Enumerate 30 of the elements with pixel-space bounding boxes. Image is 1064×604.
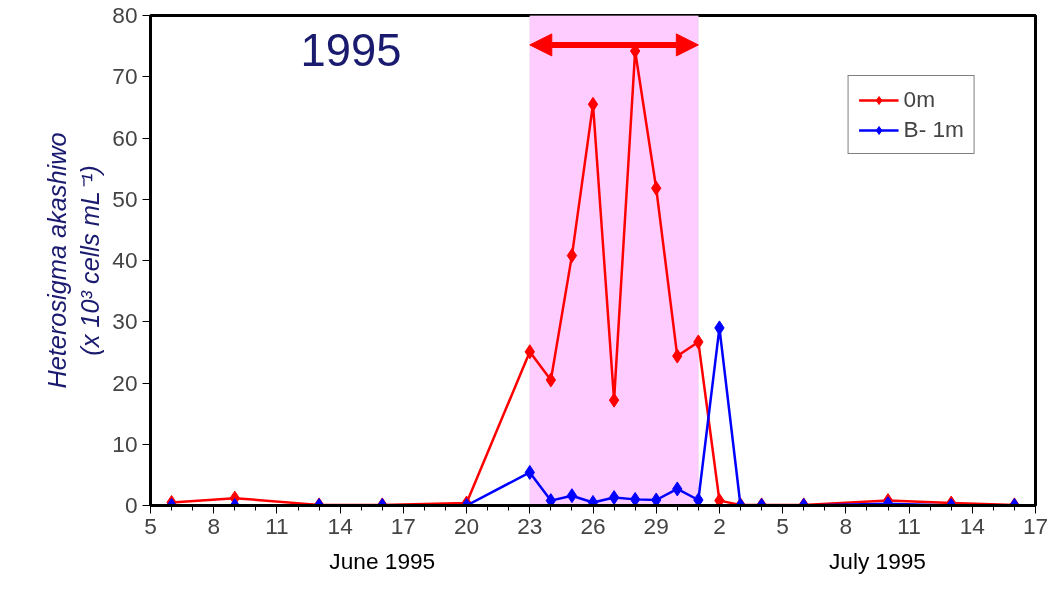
x-tick-label: 8 xyxy=(839,512,853,539)
x-tick-label: 23 xyxy=(517,512,543,539)
x-tick-label: 29 xyxy=(643,512,669,539)
y-tick-label: 80 xyxy=(112,2,138,28)
text: June 1995 xyxy=(329,547,436,574)
y-tick-label: 70 xyxy=(112,63,138,90)
x-tick-label: 14 xyxy=(959,512,985,539)
annotation: 1995 xyxy=(300,24,402,76)
x-tick-label: 11 xyxy=(265,512,289,539)
y-tick-label: 40 xyxy=(112,247,138,273)
legend-label: 0m xyxy=(903,86,936,113)
y-tick-label: 20 xyxy=(112,369,138,396)
y-tick-label: 30 xyxy=(112,308,138,335)
x-tick-label: 8 xyxy=(207,512,221,539)
x-tick-label: 5 xyxy=(776,512,789,539)
y-axis-title: Heterosigma akashiwo (x 10³ cells mL⁻¹) xyxy=(42,132,105,389)
x-tick-label: 20 xyxy=(453,512,480,539)
y-tick-label: 0 xyxy=(124,492,138,518)
x-tick-label: 26 xyxy=(580,512,606,539)
legend-label: B- 1m xyxy=(903,116,964,143)
x-tick-label: 17 xyxy=(1022,512,1049,539)
y-tick-label: 50 xyxy=(112,185,138,212)
y-tick-label: 10 xyxy=(112,430,138,457)
x-tick-label: 14 xyxy=(327,512,353,539)
y-tick-label: 60 xyxy=(112,124,138,151)
text: July 1995 xyxy=(828,547,926,574)
x-tick-label: 5 xyxy=(144,512,157,539)
x-tick-label: 17 xyxy=(390,512,416,539)
x-tick-label: 2 xyxy=(713,512,726,539)
x-tick-label: 11 xyxy=(897,512,921,539)
